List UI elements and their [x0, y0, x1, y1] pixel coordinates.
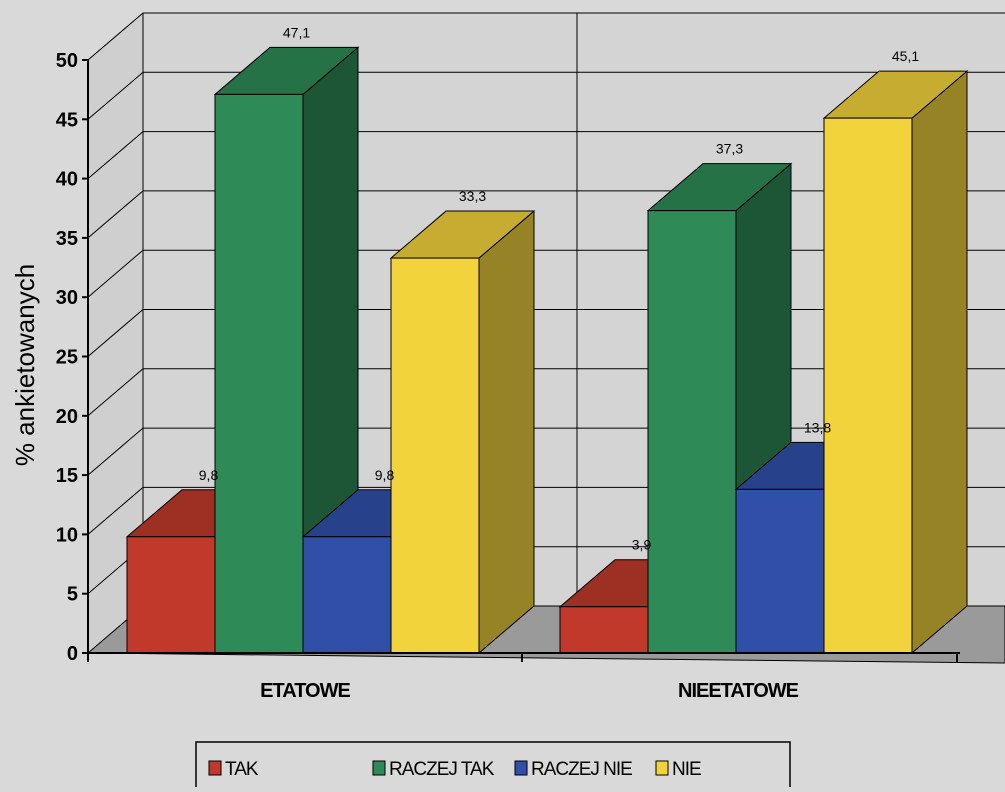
y-tick-label: 35	[56, 228, 78, 250]
data-label: 33,3	[459, 188, 486, 204]
y-tick-label: 50	[56, 50, 78, 72]
bar	[823, 117, 913, 654]
legend-box	[195, 741, 791, 792]
y-tick-label: 30	[56, 287, 78, 309]
bar-side	[478, 209, 535, 655]
y-tick-label: 10	[56, 524, 78, 546]
legend-swatch	[514, 760, 528, 776]
data-label: 3,9	[632, 537, 652, 553]
legend-label: NIE	[672, 759, 701, 780]
data-label: 37,3	[716, 141, 743, 157]
bar	[559, 606, 649, 654]
y-tick-label: 25	[56, 347, 78, 369]
data-label: 47,1	[283, 24, 310, 40]
legend-swatch	[208, 760, 222, 776]
legend-swatch	[372, 760, 386, 776]
data-labels: 9,8 47,1 9,8 33,3 3,9 37,3 13,8 45,1	[199, 24, 920, 552]
y-tick-label: 45	[56, 109, 78, 131]
bar	[126, 536, 216, 654]
legend-swatch	[655, 760, 669, 776]
legend: TAK RACZEJ TAK RACZEJ NIE NIE	[195, 741, 791, 792]
data-label: 13,8	[804, 419, 831, 435]
y-tick-label: 40	[56, 169, 78, 191]
bar	[302, 536, 392, 654]
x-axis: ETATOWE NIEETATOWE	[87, 652, 960, 702]
legend-label: RACZEJ NIE	[531, 759, 632, 780]
legend-label: TAK	[225, 759, 259, 780]
y-tick-label: 20	[56, 406, 78, 428]
y-tick-label: 0	[67, 643, 78, 665]
data-label: 9,8	[375, 467, 395, 483]
y-axis-title: % ankietowanych	[10, 264, 40, 466]
data-label: 9,8	[199, 467, 219, 483]
bar-side	[911, 70, 968, 655]
x-tick-label: ETATOWE	[260, 680, 350, 702]
bar	[647, 210, 737, 654]
data-label: 45,1	[892, 48, 919, 64]
bar	[735, 488, 825, 654]
x-tick-label: NIEETATOWE	[678, 680, 799, 702]
y-tick-label: 15	[56, 465, 78, 487]
bars	[125, 46, 969, 655]
bar	[390, 257, 480, 654]
y-axis: 0 5 10 15 20 25 30 35 40 45 50	[56, 50, 89, 665]
y-tick-label: 5	[67, 584, 78, 606]
bar	[214, 93, 304, 654]
legend-label: RACZEJ TAK	[389, 759, 495, 780]
